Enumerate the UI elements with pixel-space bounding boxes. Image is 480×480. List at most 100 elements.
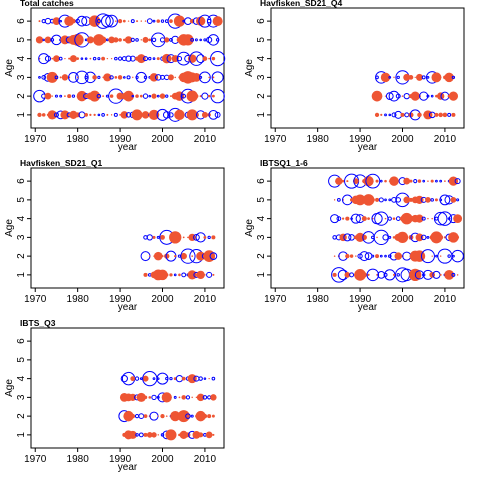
negative-residual — [401, 95, 404, 97]
x-tick-label: 1970 — [264, 134, 287, 145]
x-tick-label: 2010 — [434, 294, 457, 305]
negative-residual — [207, 94, 211, 98]
positive-residual — [403, 92, 410, 100]
positive-residual — [383, 272, 388, 277]
negative-residual — [76, 90, 88, 102]
positive-residual — [437, 248, 453, 264]
negative-residual — [101, 56, 106, 61]
negative-residual — [165, 273, 169, 277]
negative-residual — [148, 38, 152, 42]
negative-residual — [157, 113, 160, 116]
positive-residual — [210, 88, 225, 104]
negative-residual — [205, 431, 213, 439]
negative-residual — [165, 415, 168, 417]
negative-residual — [198, 432, 204, 438]
positive-residual — [53, 112, 59, 118]
panel-4: IBTSQ1_1-6 1970 1980 1990 2000 2010 1 2 3 4 5 6 year… — [244, 158, 465, 313]
positive-residual — [396, 273, 400, 277]
positive-residual — [199, 38, 202, 42]
negative-residual — [157, 434, 159, 436]
negative-residual — [117, 75, 123, 80]
x-tick-label: 1980 — [67, 294, 90, 305]
plot-frame — [30, 167, 225, 289]
positive-residual — [140, 251, 151, 262]
negative-residual — [208, 76, 210, 79]
negative-residual — [130, 376, 136, 382]
negative-residual — [439, 273, 442, 276]
positive-residual — [96, 93, 102, 99]
positive-residual — [456, 198, 460, 202]
negative-residual — [361, 272, 367, 278]
negative-residual — [142, 36, 149, 43]
negative-residual — [151, 93, 157, 99]
negative-residual — [349, 254, 354, 258]
negative-residual — [165, 429, 177, 441]
negative-residual — [143, 414, 148, 419]
negative-residual — [375, 197, 380, 202]
negative-residual — [164, 37, 170, 43]
x-tick-label: 1990 — [109, 454, 132, 465]
y-tick-label: 2 — [256, 253, 267, 259]
negative-residual — [148, 396, 152, 399]
positive-residual — [384, 254, 387, 258]
positive-residual — [181, 272, 187, 278]
positive-residual — [207, 235, 211, 240]
negative-residual — [35, 36, 44, 44]
positive-residual — [165, 377, 169, 381]
negative-residual — [212, 16, 223, 27]
negative-residual — [187, 236, 189, 239]
positive-residual — [330, 214, 340, 224]
positive-residual — [180, 248, 196, 264]
negative-residual — [207, 414, 212, 419]
y-axis-label: Age — [244, 59, 255, 77]
positive-residual — [199, 71, 211, 84]
positive-residual — [134, 413, 140, 419]
y-tick-label: 1 — [16, 112, 27, 118]
positive-residual — [71, 94, 76, 98]
positive-residual — [208, 109, 219, 120]
positive-residual — [156, 94, 160, 98]
y-tick-label: 4 — [256, 215, 267, 221]
negative-residual — [415, 214, 424, 223]
negative-residual — [61, 74, 69, 81]
negative-residual — [345, 253, 350, 259]
y-tick-label: 6 — [256, 18, 267, 24]
positive-residual — [203, 38, 207, 42]
positive-residual — [54, 94, 58, 98]
negative-residual — [160, 234, 165, 240]
negative-residual — [182, 113, 185, 116]
negative-residual — [44, 92, 52, 100]
positive-residual — [202, 395, 208, 400]
negative-residual — [191, 396, 193, 399]
positive-residual — [156, 235, 160, 239]
positive-residual — [210, 51, 226, 67]
negative-residual — [53, 55, 60, 63]
negative-residual — [168, 74, 174, 81]
positive-residual — [388, 76, 392, 79]
positive-residual — [421, 75, 426, 80]
negative-residual — [192, 73, 201, 82]
y-tick-label: 5 — [16, 197, 27, 203]
positive-residual — [84, 57, 88, 60]
negative-residual — [375, 254, 380, 259]
panel-title: IBTSQ1_1-6 — [260, 158, 308, 168]
positive-residual — [147, 273, 152, 277]
positive-residual — [388, 90, 400, 102]
x-axis-label: year — [358, 302, 378, 313]
negative-residual — [174, 76, 176, 79]
positive-residual — [371, 254, 375, 258]
positive-residual — [41, 75, 47, 80]
negative-residual — [453, 214, 463, 224]
negative-residual — [354, 269, 366, 281]
negative-residual — [178, 273, 181, 277]
positive-residual — [142, 56, 149, 62]
positive-residual — [395, 216, 401, 221]
negative-residual — [156, 19, 161, 23]
positive-residual — [388, 113, 392, 117]
negative-residual — [341, 179, 345, 183]
negative-residual — [333, 255, 336, 257]
y-tick-label: 3 — [16, 234, 27, 240]
negative-residual — [181, 395, 186, 400]
negative-residual — [136, 20, 139, 23]
negative-residual — [339, 233, 347, 242]
